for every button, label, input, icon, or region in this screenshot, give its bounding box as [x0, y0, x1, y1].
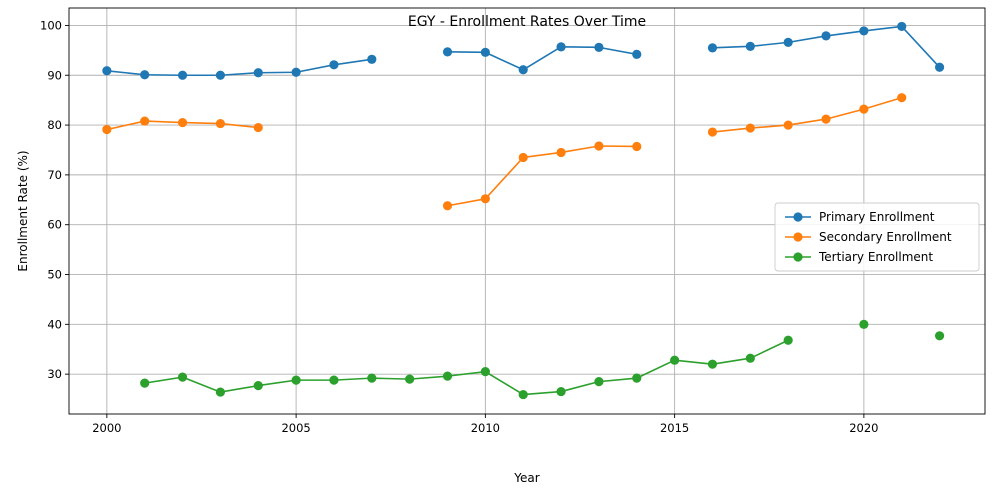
secondary-enrollment-point: [594, 141, 604, 151]
primary-enrollment-point: [518, 65, 528, 75]
primary-enrollment-point: [480, 47, 490, 57]
secondary-enrollment-point: [821, 114, 831, 124]
primary-enrollment-point: [329, 60, 339, 70]
secondary-enrollment-point: [442, 201, 453, 211]
legend-label-primary-enrollment: Primary Enrollment: [819, 210, 935, 224]
plot-frame: [68, 7, 986, 415]
y-tick-label: 60: [47, 218, 62, 232]
secondary-enrollment-point: [745, 123, 755, 133]
legend-label-tertiary-enrollment: Tertiary Enrollment: [818, 250, 933, 264]
primary-enrollment-point: [745, 41, 755, 51]
legend: Primary Enrollment Secondary Enrollment Te…: [774, 202, 980, 272]
tertiary-enrollment-point: [367, 373, 377, 383]
primary-enrollment-point: [556, 42, 566, 52]
secondary-enrollment-point: [707, 127, 718, 137]
secondary-enrollment-point: [102, 124, 112, 135]
x-axis-label: Year: [513, 471, 539, 485]
primary-enrollment-point: [859, 26, 869, 36]
primary-enrollment-point: [442, 47, 453, 57]
tertiary-enrollment-series: [140, 319, 945, 400]
y-tick-label: 90: [47, 68, 62, 82]
x-tick-label: 2010: [471, 421, 500, 435]
secondary-enrollment-line: [712, 96, 902, 133]
tertiary-enrollment-point: [632, 373, 642, 383]
x-tick-label: 2020: [849, 421, 878, 435]
primary-enrollment-point: [215, 70, 226, 80]
primary-enrollment-line: [106, 58, 372, 77]
tertiary-enrollment-point: [745, 353, 755, 363]
primary-enrollment-point: [934, 62, 945, 72]
legend-swatch-marker: [793, 232, 803, 242]
tertiary-enrollment-point: [594, 377, 604, 387]
tertiary-enrollment-point: [670, 355, 680, 365]
primary-enrollment-point: [102, 66, 112, 76]
tertiary-enrollment-point: [783, 335, 793, 345]
y-axis-label: Enrollment Rate (%): [16, 150, 30, 271]
primary-enrollment-point: [821, 31, 831, 41]
secondary-enrollment-point: [859, 104, 869, 114]
legend-swatch-marker: [793, 212, 803, 222]
tertiary-enrollment-point: [934, 331, 945, 341]
tertiary-enrollment-point: [215, 387, 226, 397]
secondary-enrollment-point: [783, 120, 793, 130]
primary-enrollment-line: [447, 46, 637, 71]
y-tick-label: 30: [47, 367, 62, 381]
secondary-enrollment-point: [632, 141, 642, 152]
secondary-enrollment-line: [447, 145, 637, 207]
primary-enrollment-point: [291, 67, 301, 77]
tertiary-enrollment-point: [480, 367, 490, 377]
tertiary-enrollment-point: [707, 359, 718, 369]
secondary-enrollment-point: [140, 116, 150, 126]
y-tick-label: 50: [47, 268, 62, 282]
tertiary-enrollment-line: [144, 339, 789, 396]
primary-enrollment-point: [140, 70, 150, 80]
tertiary-enrollment-point: [140, 378, 150, 388]
secondary-enrollment-series: [102, 93, 907, 211]
secondary-enrollment-point: [480, 194, 490, 204]
secondary-enrollment-point: [518, 152, 528, 163]
legend-frame: [774, 202, 980, 272]
primary-enrollment-point: [632, 49, 642, 59]
primary-enrollment-point: [783, 37, 793, 47]
y-tick-label: 40: [47, 317, 62, 331]
primary-enrollment-series: [102, 21, 945, 80]
y-tick-label: 80: [47, 118, 62, 132]
secondary-enrollment-point: [215, 118, 226, 129]
tertiary-enrollment-point: [556, 386, 566, 397]
tertiary-enrollment-point: [518, 389, 528, 400]
tertiary-enrollment-point: [291, 375, 301, 385]
primary-enrollment-point: [177, 70, 188, 80]
series-layer: [102, 21, 945, 400]
chart-title: EGY - Enrollment Rates Over Time: [408, 14, 646, 30]
y-tick-label: 100: [40, 18, 62, 32]
secondary-enrollment-point: [253, 122, 263, 133]
tertiary-enrollment-point: [253, 381, 263, 391]
grid-lines: [69, 8, 985, 414]
tertiary-enrollment-point: [329, 375, 339, 385]
tertiary-enrollment-point: [177, 372, 188, 382]
x-tick-label: 2015: [660, 421, 689, 435]
primary-enrollment-point: [253, 68, 263, 78]
primary-enrollment-point: [897, 21, 907, 32]
secondary-enrollment-point: [177, 117, 188, 128]
secondary-enrollment-point: [897, 93, 907, 103]
legend-swatch-marker: [793, 252, 803, 262]
tertiary-enrollment-point: [442, 371, 453, 381]
secondary-enrollment-point: [556, 147, 566, 158]
axis-ticks: 2000 2005 2010 2015 2020 30 40 50 60 70 80 90 100: [40, 18, 878, 435]
y-tick-label: 70: [47, 168, 62, 182]
x-tick-label: 2000: [92, 421, 121, 435]
primary-enrollment-point: [594, 42, 604, 52]
tertiary-enrollment-point: [405, 374, 415, 384]
primary-enrollment-point: [367, 54, 377, 64]
primary-enrollment-point: [707, 43, 718, 53]
x-tick-label: 2005: [281, 421, 310, 435]
legend-label-secondary-enrollment: Secondary Enrollment: [819, 230, 952, 244]
tertiary-enrollment-point: [859, 319, 869, 329]
